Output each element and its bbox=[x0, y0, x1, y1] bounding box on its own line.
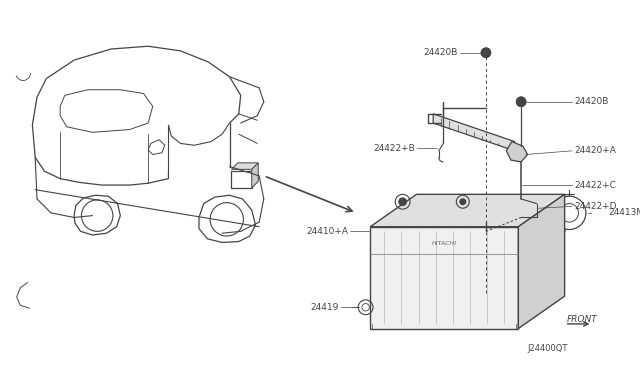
Bar bbox=[232, 171, 252, 188]
Text: 24422+C: 24422+C bbox=[574, 180, 616, 190]
Bar bbox=[521, 203, 532, 218]
Polygon shape bbox=[433, 114, 515, 151]
Text: HITACHI: HITACHI bbox=[432, 241, 457, 246]
Text: 24422+D: 24422+D bbox=[574, 202, 616, 211]
Circle shape bbox=[481, 48, 491, 57]
Polygon shape bbox=[252, 163, 259, 188]
Text: FRONT: FRONT bbox=[566, 315, 597, 324]
Text: 24413M: 24413M bbox=[608, 208, 640, 217]
Text: J24400QT: J24400QT bbox=[527, 344, 568, 353]
Polygon shape bbox=[371, 194, 564, 227]
Circle shape bbox=[460, 199, 465, 205]
Polygon shape bbox=[506, 142, 527, 162]
Text: 24419: 24419 bbox=[310, 303, 339, 312]
Polygon shape bbox=[232, 163, 259, 169]
Text: 24410+A: 24410+A bbox=[306, 227, 348, 236]
Circle shape bbox=[516, 97, 525, 106]
Text: 24420+A: 24420+A bbox=[574, 146, 616, 155]
Bar bbox=[371, 227, 518, 328]
Text: 24420B: 24420B bbox=[574, 97, 608, 106]
Text: 24422+B: 24422+B bbox=[373, 144, 415, 153]
Text: 24420B: 24420B bbox=[424, 48, 458, 57]
Polygon shape bbox=[518, 194, 564, 328]
Circle shape bbox=[399, 198, 406, 205]
